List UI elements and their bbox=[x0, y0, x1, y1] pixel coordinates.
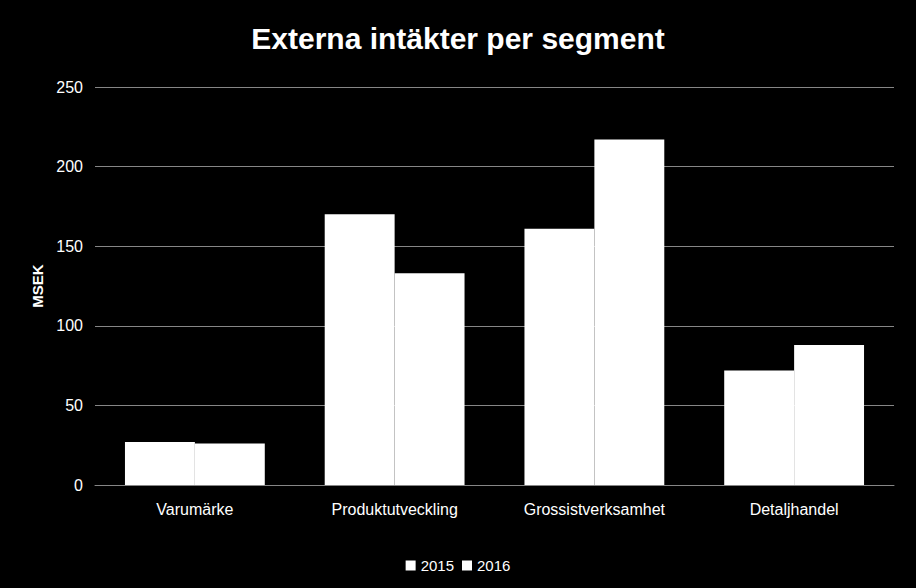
svg-text:Externa intäkter per segment: Externa intäkter per segment bbox=[251, 22, 664, 55]
svg-text:Varumärke: Varumärke bbox=[156, 501, 233, 518]
svg-text:50: 50 bbox=[65, 397, 83, 414]
svg-text:2016: 2016 bbox=[477, 557, 510, 574]
svg-text:200: 200 bbox=[56, 158, 83, 175]
svg-text:Produktutveckling: Produktutveckling bbox=[331, 501, 457, 518]
svg-text:Detaljhandel: Detaljhandel bbox=[750, 501, 839, 518]
svg-text:0: 0 bbox=[74, 477, 83, 494]
svg-text:150: 150 bbox=[56, 238, 83, 255]
svg-text:250: 250 bbox=[56, 79, 83, 96]
svg-text:Grossistverksamhet: Grossistverksamhet bbox=[524, 501, 666, 518]
svg-text:100: 100 bbox=[56, 317, 83, 334]
svg-text:MSEK: MSEK bbox=[29, 264, 46, 308]
svg-text:2015: 2015 bbox=[421, 557, 454, 574]
